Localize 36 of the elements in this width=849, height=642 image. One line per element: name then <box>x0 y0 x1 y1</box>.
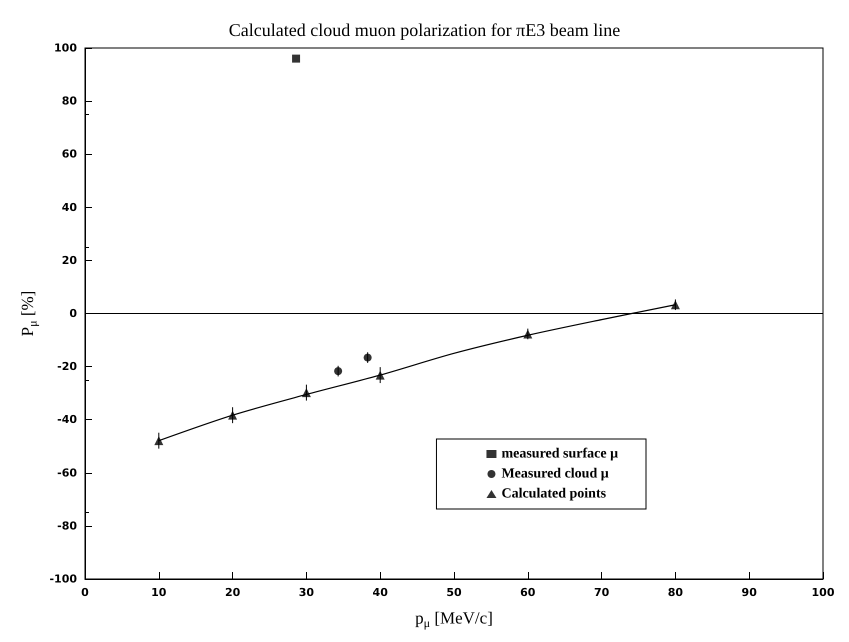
x-tick-label: 80 <box>668 586 684 599</box>
legend-label: measured surface μ <box>501 446 618 462</box>
y-tick-label: -100 <box>49 572 78 586</box>
x-tick-label: 100 <box>812 586 835 599</box>
x-tick-label: 90 <box>742 586 758 599</box>
point <box>302 388 311 398</box>
chart-title: Calculated cloud muon polarization for πE3 beam line <box>228 20 620 40</box>
y-tick-label: 0 <box>69 307 78 320</box>
y-tick-label: 100 <box>54 42 78 54</box>
x-tick-label: 50 <box>446 586 462 599</box>
y-tick-label: 20 <box>62 254 78 267</box>
point <box>376 370 385 380</box>
y-tick-label: 80 <box>62 94 78 108</box>
y-tick-label: 60 <box>62 148 78 161</box>
y-tick-label: -40 <box>57 413 78 426</box>
point <box>523 329 532 338</box>
point <box>292 54 300 63</box>
point <box>154 436 164 446</box>
point <box>670 300 680 310</box>
x-tick-label: 10 <box>151 586 167 599</box>
legend-label: Calculated points <box>501 486 607 502</box>
x-tick-label: 20 <box>224 586 241 599</box>
x-tick-label: 70 <box>594 586 610 599</box>
legend-label: Measured cloud μ <box>501 466 609 482</box>
x-tick-label: 40 <box>372 586 388 599</box>
x-tick-label: 30 <box>298 586 314 599</box>
x-tick-label: 0 <box>81 586 90 599</box>
point <box>334 367 342 376</box>
x-tick-label: 60 <box>520 586 536 599</box>
y-axis-title: Pμ [%] <box>18 290 40 336</box>
point <box>228 410 238 420</box>
y-tick-label: -80 <box>57 519 78 532</box>
y-tick-label: -60 <box>57 466 78 480</box>
y-tick-label: 40 <box>62 200 78 214</box>
y-tick-label: -20 <box>57 360 78 374</box>
point <box>364 354 372 362</box>
